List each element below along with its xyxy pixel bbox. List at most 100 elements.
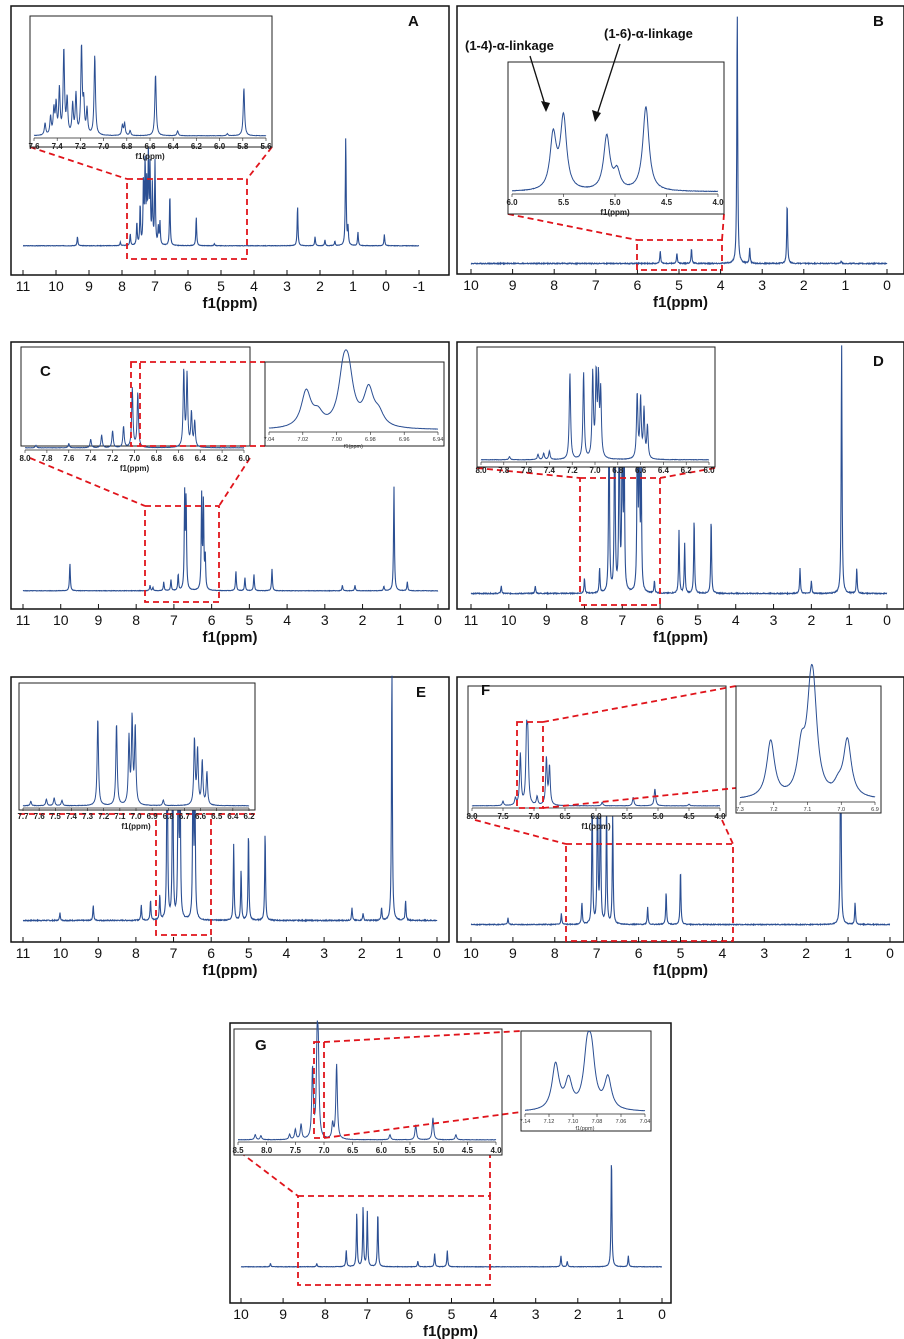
inset-tick-label: 7.06 [616,1119,627,1125]
inset-tick-label: 8.0 [475,466,487,475]
x-tick-label: 2 [316,278,324,294]
inset-tick-label: 7.4 [66,812,78,821]
x-tick-label: 7 [593,945,601,961]
inset-tick-label: 6.8 [163,812,175,821]
x-tick-label: 6 [184,278,192,294]
spectrum-line [470,345,888,596]
x-tick-label: 11 [16,612,31,628]
inset-tick-label: 5.5 [621,812,633,821]
inset-spectrum-line [480,365,710,461]
panel-frame [229,1022,672,1304]
x-tick-label: 8 [132,945,140,961]
zoom-region-box [636,239,723,271]
x-tick-label: 3 [770,612,778,628]
inset-axis-label: f1(ppm) [600,208,630,217]
inset-tick-label: 7.4 [85,454,97,463]
x-tick-label: 1 [845,612,853,628]
zoom-region-box [313,1041,325,1139]
inset-tick-label: 5.5 [404,1146,416,1155]
x-axis-label: f1(ppm) [203,295,258,312]
inset-tick-label: 5.0 [652,812,664,821]
x-axis: 11 10 9 8 7 6 5 4 3 2 1 0f1(ppm) [16,604,442,646]
panel-frame [456,5,904,275]
inset-tick-label: 7.5 [50,812,62,821]
x-tick-label: 6 [635,945,643,961]
inset-tick-label: 7.2 [107,454,119,463]
panel-label: F [481,682,490,699]
zoom-region-box [297,1195,491,1286]
panel-label: A [408,13,419,30]
inset-tick-label: 7.2 [98,812,110,821]
annotation-arrowhead [592,110,601,122]
x-tick-label: 3 [321,612,329,628]
inset-tick-label: 6.98 [365,437,376,443]
x-tick-label: 1 [844,945,852,961]
inset-tick-label: 5.0 [433,1146,445,1155]
inset-tick-label: 7.6 [521,466,533,475]
x-tick-label: 5 [245,612,253,628]
x-axis: 11 10 9 8 7 6 5 4 3 2 1 0f1(ppm) [16,937,441,979]
x-tick-label: 11 [464,612,479,628]
inset-axis-label: f1(ppm) [581,822,611,831]
x-tick-label: 0 [434,612,442,628]
panel-d: 11 10 9 8 7 6 5 4 3 2 1 0f1(ppm)8.0 7.8 7.6 7.4 7.2 7.0 6… [456,341,904,646]
panel-b: 10 9 8 7 6 5 4 3 2 1 0f1(ppm)6.0 5.5 5.0 4.5 4.0f1(ppm… [456,5,904,311]
panel-frame [10,5,450,276]
panel-f: 10 9 8 7 6 5 4 3 2 1 0f1(ppm)8.0 7.5 7.0 6.5 6.0 5.5 5.0… [456,663,904,979]
inset-tick-label: 6.6 [195,812,207,821]
x-tick-label: 10 [48,278,64,294]
inset-tick-label: 6.96 [399,437,410,443]
x-tick-label: 11 [16,945,31,961]
zoom-connector-line [507,213,638,241]
inset-axis-label: f1(ppm) [576,1126,595,1132]
annotation-arrow [595,43,621,119]
zoom-connector-line [29,457,146,507]
inset-tick-label: 7.0 [318,1146,330,1155]
zoom-connector-line [239,1151,299,1197]
x-tick-label: 6 [207,945,215,961]
panel-label: G [255,1037,267,1054]
x-tick-label: 5 [675,277,683,293]
inset-tick-label: 7.0 [589,466,601,475]
x-tick-label: 8 [550,277,558,293]
inset-spectrum-line [739,663,876,799]
inset-tick-label: 6.6 [635,466,647,475]
inset-tick-label: 6.0 [703,466,715,475]
inset-tick-label: 6.4 [168,142,180,151]
inset-frame [507,61,725,215]
x-tick-label: 0 [883,277,891,293]
x-tick-label: 2 [358,945,366,961]
inset-tick-label: 8.5 [232,1146,244,1155]
x-tick-label: 4 [719,945,727,961]
x-tick-label: 2 [574,1306,582,1322]
inset-tick-label: 7.0 [98,142,110,151]
inset-tick-label: 5.5 [558,198,570,207]
inset-tick-label: 6.4 [227,812,239,821]
inset-frame [233,1028,503,1156]
inset-tick-label: 6.2 [217,454,229,463]
inset-tick-label: 7.10 [568,1119,579,1125]
inset-spectrum-line [471,719,720,807]
zoom-connector-line [721,819,734,845]
inset-tick-label: 6.2 [243,812,255,821]
x-tick-label: 7 [592,277,600,293]
x-tick-label: 7 [170,612,178,628]
x-axis-label: f1(ppm) [653,629,708,646]
zoom-connector-line [218,457,251,507]
inset-axis-label: f1(ppm) [135,152,165,161]
x-tick-label: 10 [463,277,479,293]
inset-tick-label: 7.2 [770,807,778,813]
x-tick-label: -1 [413,278,426,294]
x-tick-label: 1 [396,612,404,628]
x-tick-label: 0 [658,1306,666,1322]
inset-tick-label: 7.5 [290,1146,302,1155]
x-tick-label: 5 [217,278,225,294]
inset-frame [264,361,445,447]
inset-tick-label: 7.7 [17,812,29,821]
inset-tick-label: 7.3 [736,807,744,813]
panel-g: 10 9 8 7 6 5 4 3 2 1 0f1(ppm)8.5 8.0 7.5 7.0 6.5 6.0 5.5… [229,1020,672,1339]
x-tick-label: 8 [551,945,559,961]
inset-spectrum-line [524,1030,646,1112]
inset-axis-label: f1(ppm) [121,822,151,831]
